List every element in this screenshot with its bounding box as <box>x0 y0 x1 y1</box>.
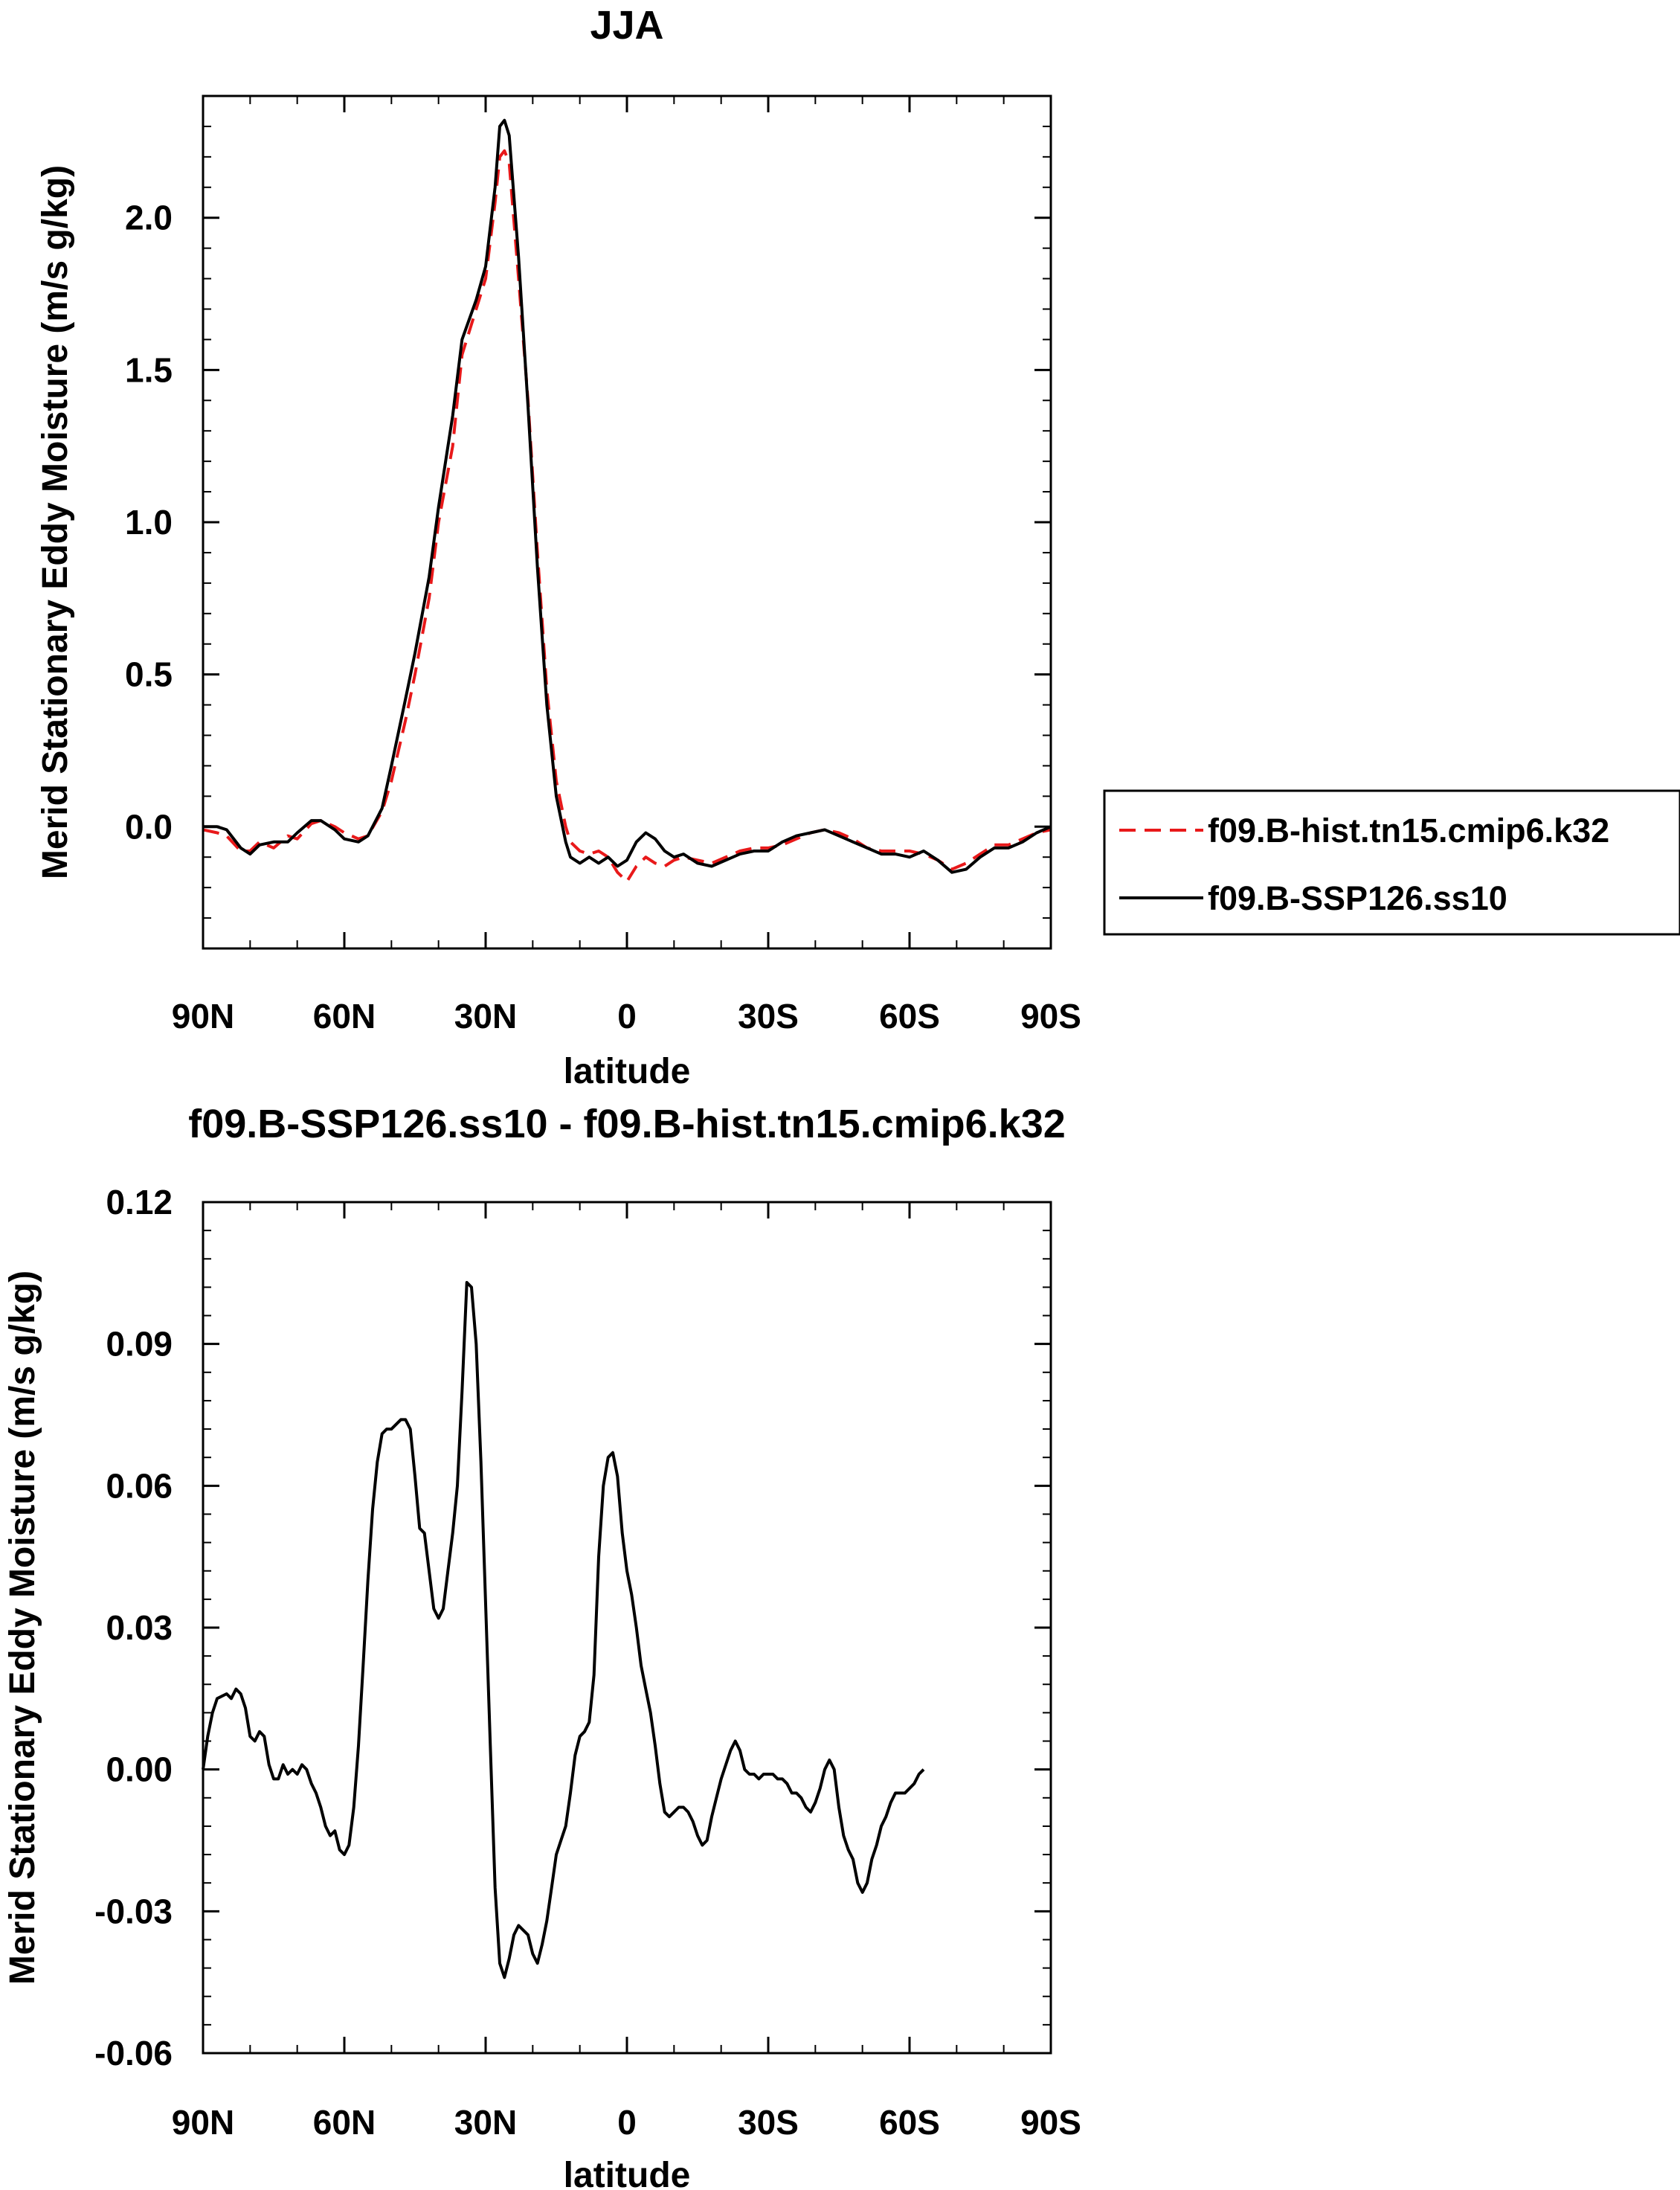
bottom-y-tick-label: 0.06 <box>106 1466 173 1505</box>
top-y-tick-label: 1.0 <box>125 503 173 542</box>
bottom-chart-y-axis-label: Merid Stationary Eddy Moisture (m/s g/kg… <box>3 1271 42 1985</box>
top-chart-frame <box>202 94 1052 950</box>
top-chart-series <box>202 118 1052 883</box>
top-x-tick-label: 30N <box>454 997 517 1035</box>
top-series-line-0 <box>202 149 1052 883</box>
bottom-y-tick-label: 0.09 <box>106 1325 173 1364</box>
top-chart-title: JJA <box>590 3 663 48</box>
top-y-tick-label: 0.0 <box>125 807 173 846</box>
bottom-x-tick-label: 90S <box>1020 2103 1081 2142</box>
top-chart-x-axis-label: latitude <box>564 1052 691 1091</box>
bottom-y-tick-label: -0.03 <box>94 1892 173 1930</box>
top-x-tick-label: 60N <box>313 997 376 1035</box>
top-chart-panel: JJA 90N 60N 30N 0 30S 60S 90S 0.00.51.01.52.0 … <box>36 3 1680 1091</box>
top-chart-ticks <box>202 95 1052 949</box>
bottom-chart-frame <box>202 1201 1052 2055</box>
bottom-chart-title: f09.B-SSP126.ss10 - f09.B-hist.tn15.cmip… <box>188 1102 1066 1146</box>
top-chart-x-tick-labels: 90N 60N 30N 0 30S 60S 90S <box>172 997 1081 1035</box>
legend-label-hist: f09.B-hist.tn15.cmip6.k32 <box>1208 812 1609 850</box>
bottom-x-tick-label: 60S <box>879 2103 940 2142</box>
bottom-chart-x-tick-labels: 90N 60N 30N 0 30S 60S 90S <box>172 2103 1081 2142</box>
bottom-x-tick-label: 90N <box>172 2103 234 2142</box>
top-chart-y-tick-labels: 0.0 0.5 1.0 1.5 2.0 <box>125 199 173 847</box>
top-x-tick-label: 30S <box>738 997 799 1035</box>
top-x-tick-label: 90N <box>172 997 234 1035</box>
legend-box <box>1103 789 1680 936</box>
bottom-series-line-0 <box>202 1281 925 1979</box>
bottom-chart-panel: f09.B-SSP126.ss10 - f09.B-hist.tn15.cmip… <box>3 1102 1081 2190</box>
bottom-y-tick-label: -0.06 <box>94 2034 173 2072</box>
bottom-x-tick-label: 0 <box>617 2103 637 2142</box>
bottom-y-tick-label: 0.12 <box>106 1183 173 1221</box>
top-y-tick-label: 1.5 <box>125 350 173 389</box>
bottom-y-tick-label: 0.00 <box>106 1750 173 1789</box>
bottom-y-tick-label: 0.03 <box>106 1608 173 1647</box>
legend: f09.B-hist.tn15.cmip6.k32 f09.B-SSP126.s… <box>1103 789 1680 936</box>
bottom-chart-y-tick-labels: -0.06 -0.03 0.00 0.03 0.06 0.09 0.12 <box>94 1183 173 2072</box>
top-y-tick-label: 0.5 <box>125 655 173 694</box>
bottom-chart-ticks <box>202 1201 1052 2055</box>
top-series-line-1 <box>203 118 1052 874</box>
legend-label-ssp126: f09.B-SSP126.ss10 <box>1208 879 1507 917</box>
top-chart-y-axis-label: Merid Stationary Eddy Moisture (m/s g/kg… <box>36 165 75 879</box>
top-x-tick-label: 90S <box>1020 997 1081 1035</box>
bottom-chart-x-axis-label: latitude <box>564 2156 691 2190</box>
top-x-tick-label: 0 <box>617 997 637 1035</box>
bottom-x-tick-label: 30S <box>738 2103 799 2142</box>
bottom-x-tick-label: 30N <box>454 2103 517 2142</box>
top-x-tick-label: 60S <box>879 997 940 1035</box>
bottom-x-tick-label: 60N <box>313 2103 376 2142</box>
bottom-chart-series <box>202 1281 925 1979</box>
top-y-tick-label: 2.0 <box>125 199 173 237</box>
